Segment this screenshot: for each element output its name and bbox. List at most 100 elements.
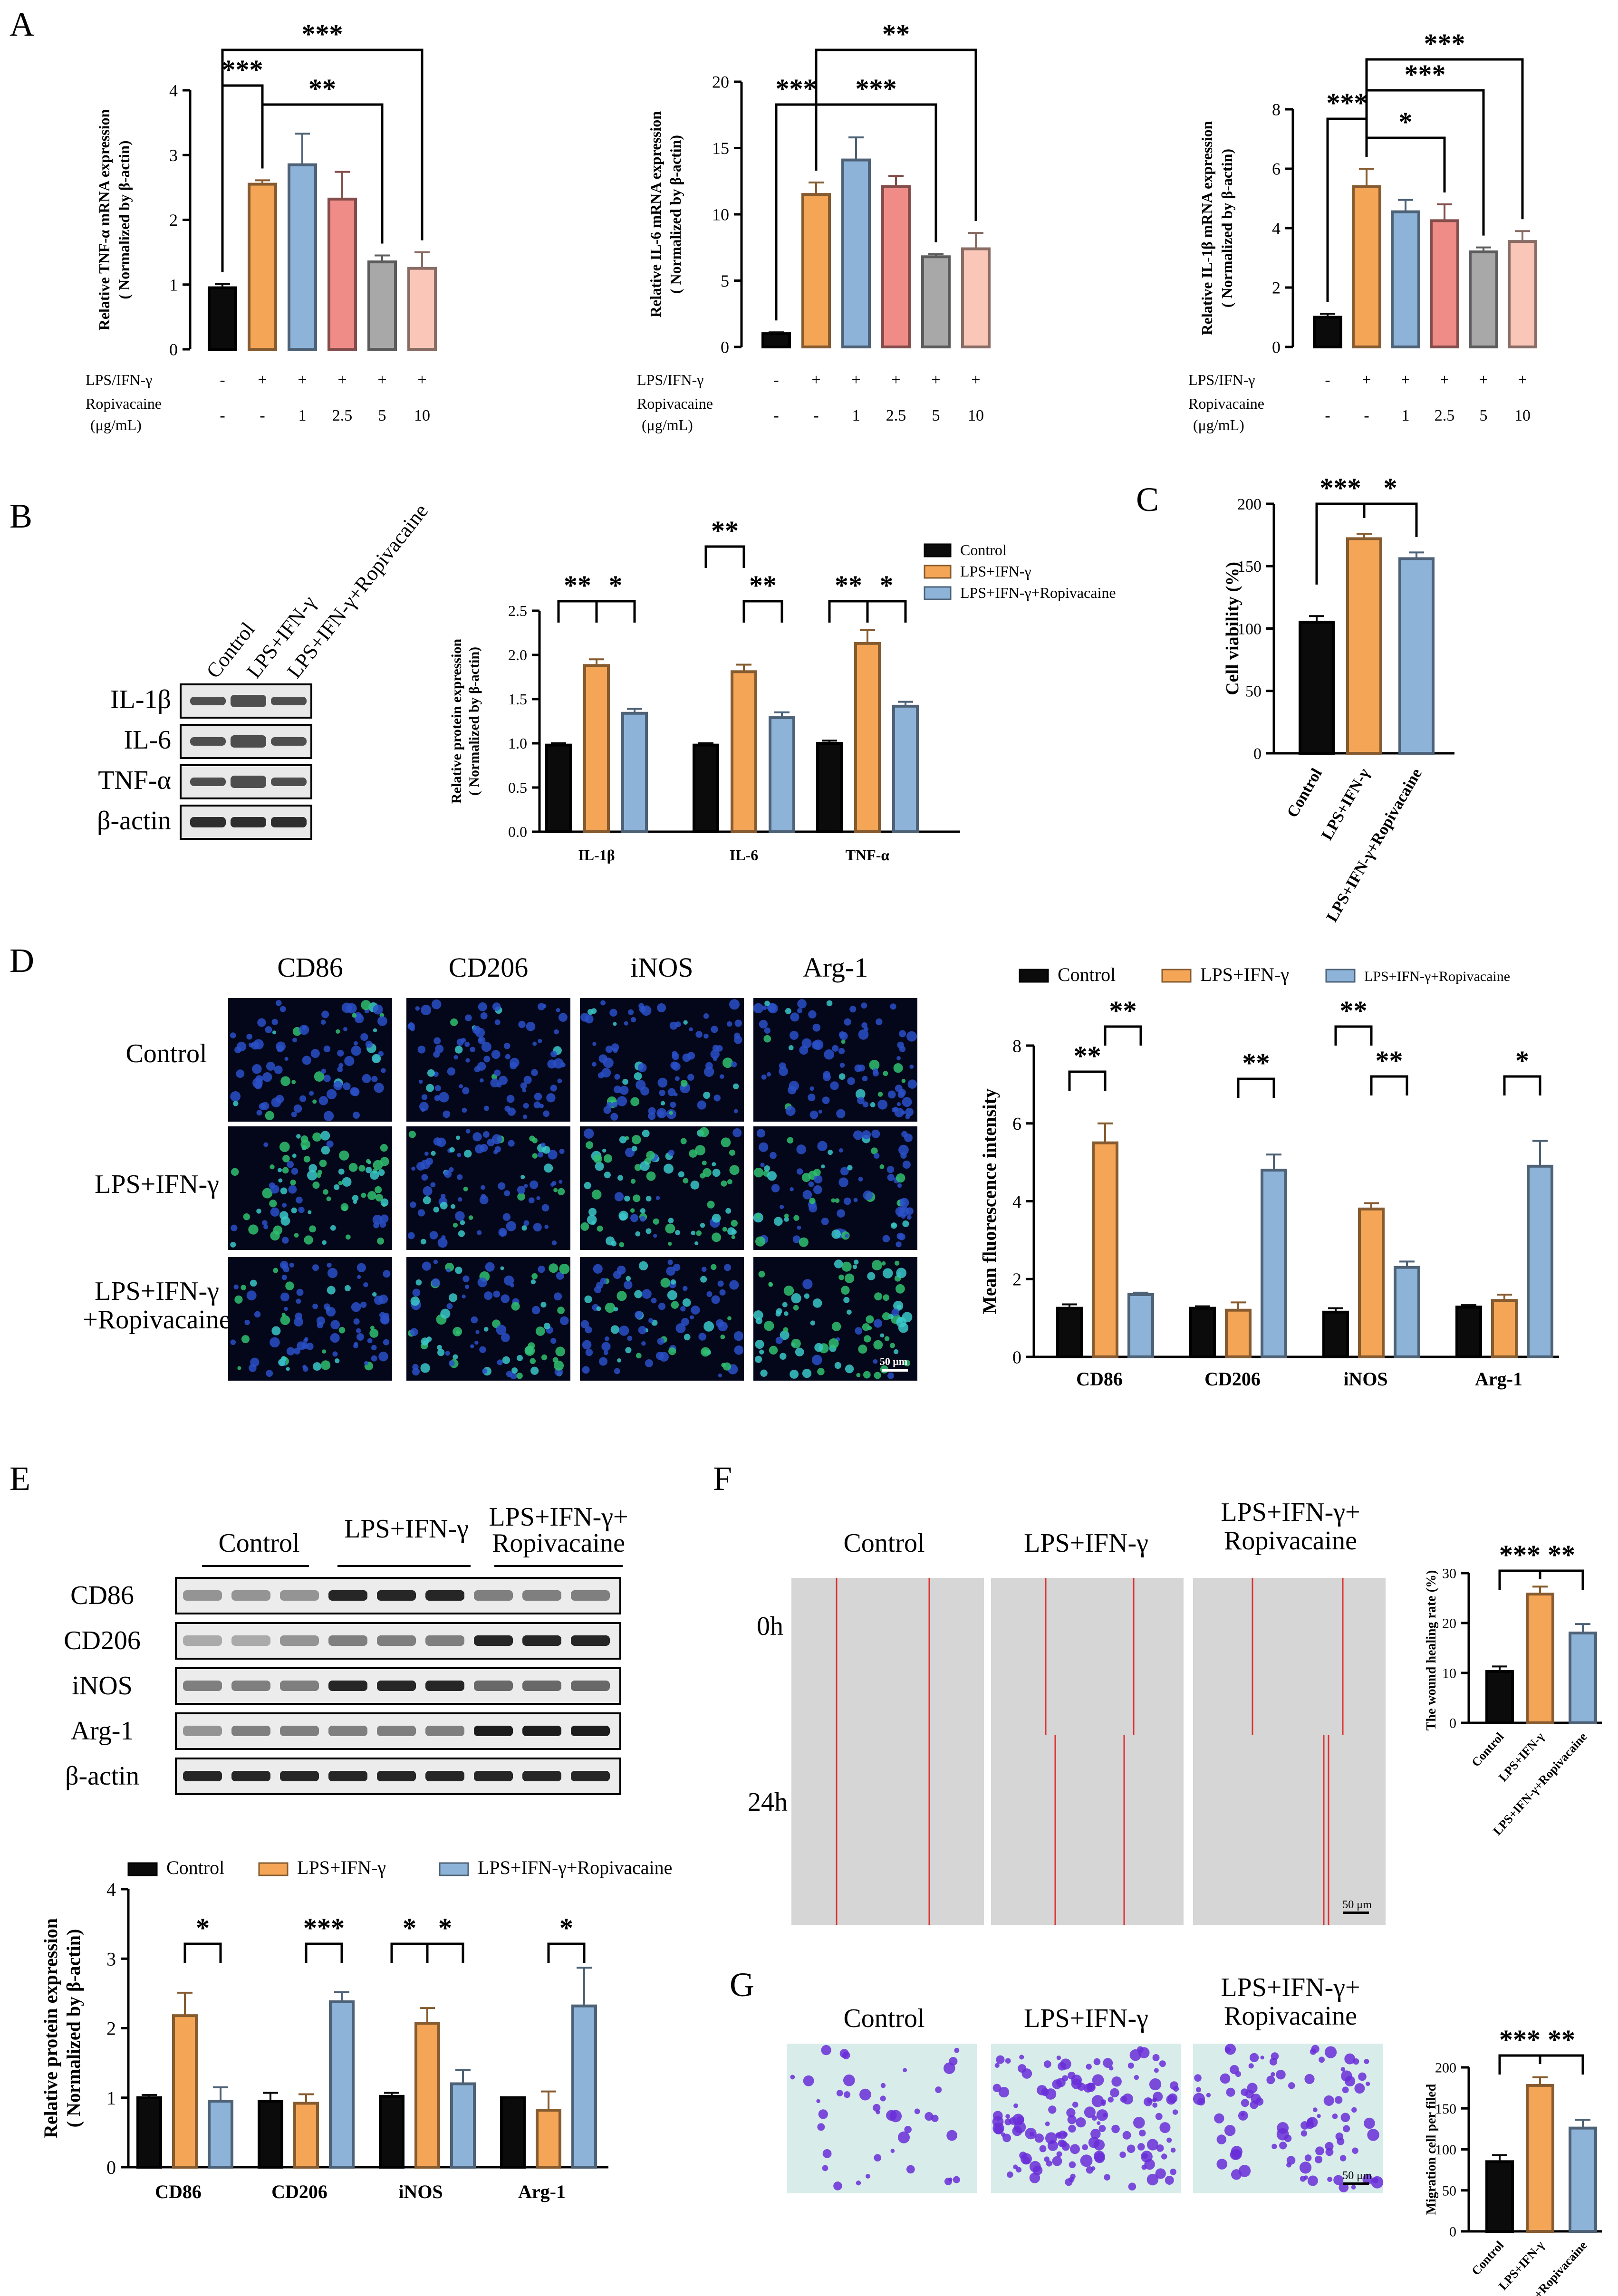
- panel-g-cell-1: [1044, 2156, 1050, 2162]
- panel-d-cell-1-0: [280, 1216, 290, 1226]
- panel-d-cell-1-3: [896, 1232, 904, 1240]
- panel-d-cell-0-1: [462, 1107, 467, 1113]
- panel-g-cell-2: [1286, 2162, 1291, 2168]
- panel-b-sig-3-label: **: [749, 570, 777, 601]
- panel-f-image-0-0: [791, 1578, 984, 1751]
- panel-d-cell-1-1: [472, 1132, 482, 1142]
- panel-d-cell-1-3: [874, 1153, 880, 1159]
- panel-d-cell-2-0: [322, 1349, 327, 1354]
- panel-d-cell-2-2: [596, 1306, 601, 1311]
- panel-d-cell-1-1: [468, 1215, 473, 1220]
- panel-d-cell-1-1: [433, 1206, 440, 1213]
- panel-d-cell-0-2: [703, 1013, 709, 1019]
- panel-g-cell-2: [1312, 2107, 1318, 2113]
- panel-e-band-3-8: [571, 1726, 610, 1736]
- panel-d-cell-0-3: [854, 1064, 862, 1072]
- panel-d-cell-0-3: [809, 1086, 814, 1091]
- panel-d-cell-1-0: [282, 1167, 289, 1174]
- panel-d-cell-1-0: [322, 1240, 327, 1245]
- panel-g-cell-0: [865, 2174, 870, 2179]
- panel-e-group-label-0: Control: [218, 1528, 299, 1558]
- panel-f-header-1: LPS+IFN-γ: [1024, 1528, 1148, 1558]
- panel-d-sig-3: [1334, 1025, 1373, 1046]
- panel-d-row-label-3: +Ropivacaine: [83, 1305, 231, 1335]
- panel-d-cell-1-3: [760, 1162, 765, 1167]
- panel-d-cell-0-1: [550, 1050, 557, 1057]
- panel-g-cell-0: [843, 2091, 851, 2098]
- panel-d-legend-label-2: LPS+IFN-γ+Ropivacaine: [1364, 969, 1510, 984]
- panel-e-band-2-1: [231, 1681, 270, 1691]
- panel-d-cell-1-3: [771, 1184, 780, 1192]
- panel-d-cell-2-3: [768, 1282, 773, 1287]
- panel-d-cell-1-1: [506, 1221, 516, 1231]
- panel-d-cell-2-0: [378, 1352, 388, 1362]
- panel-e-y-axis-tick-label: 4: [106, 1879, 116, 1900]
- panel-d-cell-1-0: [373, 1222, 379, 1229]
- panel-d-column-label-2: iNOS: [630, 952, 693, 983]
- panel-a-1-y-axis-tick-label: 10: [712, 205, 729, 224]
- panel-b-y-axis-tick-label: 2.0: [508, 646, 527, 663]
- panel-d-cell-1-2: [722, 1227, 727, 1232]
- panel-d-cell-2-1: [516, 1373, 523, 1379]
- panel-d-cell-1-2: [588, 1208, 597, 1216]
- panel-g-cell-1: [1022, 2157, 1030, 2165]
- panel-d-cell-2-2: [684, 1334, 691, 1341]
- panel-d-cell-0-2: [727, 1021, 732, 1027]
- panel-a-0-bar-5: [407, 267, 437, 351]
- panel-g-scale-label: 50 μm: [1342, 2170, 1372, 2182]
- panel-d-cell-2-0: [312, 1303, 318, 1309]
- panel-d-cell-1-2: [700, 1223, 705, 1228]
- panel-g-cell-2: [1241, 2099, 1249, 2107]
- panel-g-header-1: LPS+IFN-γ: [1024, 2004, 1148, 2033]
- panel-d-cell-1-0: [312, 1182, 320, 1189]
- panel-g-sig-1-label: **: [1548, 2024, 1575, 2055]
- panel-g-cell-2: [1327, 2177, 1332, 2182]
- panel-d-cell-2-1: [538, 1266, 545, 1273]
- panel-d-cell-2-0: [327, 1268, 338, 1278]
- panel-d-cell-2-2: [616, 1291, 627, 1301]
- panel-d-cell-1-3: [886, 1166, 895, 1173]
- panel-g-cell-2: [1271, 2072, 1275, 2077]
- panel-d-cell-1-2: [633, 1194, 641, 1202]
- panel-d-cell-2-0: [363, 1282, 368, 1287]
- panel-f-ylabel: The wound healing rate (%): [1424, 1570, 1439, 1731]
- panel-d-cell-0-2: [722, 1057, 733, 1068]
- panel-g-cell-2: [1351, 2107, 1357, 2113]
- panel-d-cell-2-3: [880, 1333, 885, 1338]
- panel-g-cell-1: [1086, 2166, 1094, 2174]
- panel-d-cell-2-3: [874, 1372, 881, 1379]
- panel-g-cell-1: [1133, 2117, 1145, 2129]
- panel-a-1-y-axis-tick-label: 15: [712, 139, 729, 158]
- panel-d-cell-1-1: [423, 1196, 431, 1205]
- panel-d-cell-2-3: [790, 1370, 799, 1379]
- panel-d-legend-label-1: LPS+IFN-γ: [1200, 964, 1289, 985]
- panel-d-cell-2-3: [783, 1327, 789, 1333]
- panel-d-cell-1-0: [321, 1145, 330, 1155]
- panel-d-cell-1-0: [296, 1134, 301, 1139]
- panel-d-cell-0-2: [592, 1042, 597, 1046]
- panel-d-cell-1-1: [457, 1197, 462, 1202]
- panel-a-1-rop-dose-4: 5: [932, 407, 940, 424]
- panel-d-cell-2-3: [791, 1338, 801, 1349]
- panel-d-cell-1-0: [380, 1157, 389, 1166]
- panel-f-header-0: Control: [843, 1528, 925, 1558]
- panel-g-cell-2: [1304, 2074, 1315, 2085]
- panel-g-cell-1: [1093, 2151, 1105, 2162]
- panel-d-cell-0-2: [606, 1102, 613, 1108]
- panel-d-cell-1-2: [595, 1162, 604, 1171]
- panel-g-cell-1: [1070, 2173, 1076, 2180]
- panel-d-cell-1-3: [813, 1169, 821, 1176]
- panel-g-cell-2: [1307, 2118, 1314, 2125]
- panel-e-band-1-6: [474, 1635, 513, 1646]
- panel-d-cell-2-3: [867, 1272, 876, 1280]
- panel-f-bar-2: [1569, 1632, 1597, 1724]
- panel-d-cell-2-1: [543, 1323, 550, 1330]
- panel-g-y-axis-tick-label: 100: [1435, 2142, 1456, 2158]
- panel-d-cell-1-1: [533, 1223, 542, 1232]
- panel-d-cell-2-0: [360, 1301, 367, 1308]
- panel-e-sig-0-label: *: [196, 1912, 210, 1943]
- panel-d-cell-1-2: [630, 1179, 636, 1184]
- panel-a-0-sig-label-1: **: [308, 73, 336, 104]
- panel-d-category-3: Arg-1: [1475, 1368, 1522, 1390]
- panel-d-cell-2-1: [552, 1357, 559, 1363]
